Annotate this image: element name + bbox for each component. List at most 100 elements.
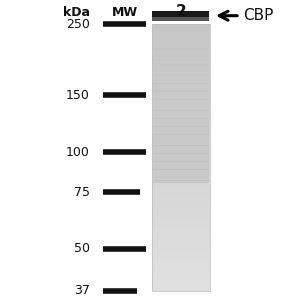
Bar — [152, 44, 210, 45]
Bar — [152, 232, 210, 234]
Bar — [153, 51, 208, 54]
Bar — [152, 285, 210, 287]
Bar — [152, 25, 210, 27]
Bar — [152, 201, 210, 203]
Bar — [152, 196, 210, 197]
Bar — [152, 223, 210, 224]
Text: 37: 37 — [74, 284, 90, 298]
Bar — [153, 78, 208, 81]
Bar — [152, 105, 210, 107]
Bar — [153, 159, 208, 162]
Bar — [152, 24, 210, 291]
Bar — [152, 226, 210, 228]
Bar — [153, 118, 208, 121]
Bar — [152, 127, 210, 128]
Bar — [152, 195, 210, 196]
Bar — [152, 248, 210, 250]
Bar — [152, 109, 210, 111]
Bar — [152, 56, 210, 57]
Bar — [152, 60, 210, 61]
Bar — [152, 283, 210, 284]
Bar — [152, 84, 210, 85]
Bar — [153, 102, 208, 105]
Bar — [153, 129, 208, 132]
Bar — [152, 207, 210, 208]
Bar — [152, 280, 210, 282]
Bar — [152, 236, 210, 238]
Bar — [152, 115, 210, 116]
Bar — [152, 53, 210, 55]
Bar — [152, 97, 210, 99]
Bar — [152, 193, 210, 195]
Bar — [152, 288, 210, 290]
Bar — [152, 272, 210, 274]
Bar — [153, 62, 208, 65]
Bar — [152, 281, 210, 283]
Bar — [152, 61, 210, 63]
Bar — [152, 152, 210, 154]
Bar — [152, 122, 210, 124]
Bar — [152, 253, 210, 255]
Text: 250: 250 — [66, 17, 90, 31]
Bar — [152, 260, 210, 262]
Bar — [153, 29, 208, 32]
Bar — [152, 45, 210, 47]
Bar — [152, 217, 210, 219]
Bar — [153, 92, 208, 94]
Text: 50: 50 — [74, 242, 90, 255]
Bar — [152, 181, 210, 183]
Bar — [152, 112, 210, 113]
Bar — [152, 175, 210, 176]
Bar — [153, 105, 208, 108]
Bar — [153, 110, 208, 113]
Bar — [152, 89, 210, 91]
Bar — [152, 93, 210, 95]
Bar — [152, 183, 210, 184]
Bar — [152, 220, 210, 222]
Bar — [153, 151, 208, 154]
Bar — [153, 75, 208, 78]
Bar — [153, 32, 208, 35]
Bar — [152, 92, 210, 93]
Bar — [152, 103, 210, 104]
Bar — [152, 265, 210, 267]
Bar — [152, 284, 210, 286]
Bar — [153, 81, 208, 84]
Bar — [152, 250, 210, 252]
Bar — [152, 124, 210, 125]
Bar — [152, 259, 210, 260]
Bar — [152, 134, 210, 136]
Bar — [152, 65, 210, 67]
Bar — [152, 110, 210, 112]
Bar — [152, 73, 210, 75]
Bar — [152, 275, 210, 276]
Bar — [152, 137, 210, 139]
Bar — [153, 54, 208, 57]
Bar — [152, 273, 210, 275]
Bar — [153, 40, 208, 43]
Bar — [152, 133, 210, 135]
Bar — [152, 52, 210, 53]
Bar — [152, 106, 210, 108]
Bar — [152, 48, 210, 50]
Bar — [152, 69, 210, 71]
Bar — [152, 184, 210, 185]
Bar — [152, 125, 210, 127]
Bar — [153, 169, 208, 172]
Bar — [153, 113, 208, 116]
Bar — [152, 225, 210, 227]
Text: MW: MW — [112, 5, 138, 19]
Bar — [153, 121, 208, 124]
Bar — [152, 78, 210, 80]
Bar — [152, 257, 210, 259]
Bar — [153, 97, 208, 100]
Bar — [153, 59, 208, 62]
Bar — [152, 142, 210, 144]
Text: 100: 100 — [66, 146, 90, 159]
Bar — [152, 163, 210, 164]
Bar — [152, 144, 210, 146]
Bar — [152, 199, 210, 200]
Bar — [152, 161, 210, 163]
Bar — [152, 208, 210, 210]
Bar — [152, 36, 210, 38]
